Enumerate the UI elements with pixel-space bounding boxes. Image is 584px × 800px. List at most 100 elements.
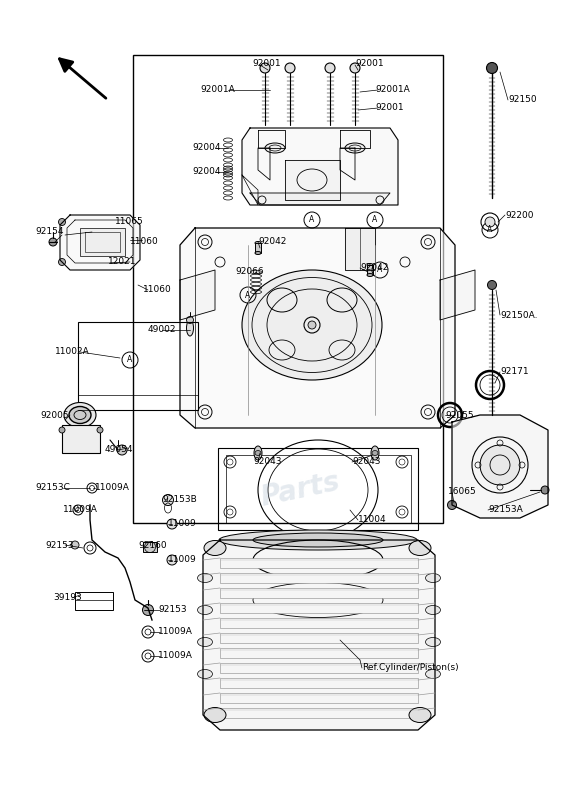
Ellipse shape [367,263,373,266]
Ellipse shape [409,707,431,722]
Circle shape [260,63,270,73]
Bar [220,678,418,688]
Text: 92042: 92042 [360,263,388,273]
Circle shape [59,427,65,433]
Bar [226,455,411,523]
Text: 11009A: 11009A [95,483,130,493]
Text: A: A [310,215,315,225]
Text: 11009: 11009 [168,519,197,529]
Text: 49002: 49002 [148,326,176,334]
Text: A: A [488,226,493,234]
Circle shape [447,501,457,510]
Text: 11004: 11004 [358,515,387,525]
Text: 11060: 11060 [143,286,172,294]
Circle shape [58,258,65,266]
Text: 92004: 92004 [192,143,221,153]
Text: 92153C: 92153C [35,483,70,493]
Text: 92153A: 92153A [488,506,523,514]
Bar [133,55,443,523]
Circle shape [49,238,57,246]
Circle shape [480,445,520,485]
Ellipse shape [426,606,440,614]
Text: 39193: 39193 [53,594,82,602]
Text: 92001A: 92001A [200,86,235,94]
Bar [220,558,418,568]
Circle shape [117,445,127,455]
Text: A: A [373,215,378,225]
Ellipse shape [69,406,91,423]
Circle shape [58,218,65,226]
Circle shape [325,63,335,73]
Polygon shape [285,160,340,200]
Text: 11009A: 11009A [158,651,193,661]
Circle shape [162,494,173,506]
Ellipse shape [345,143,365,153]
Polygon shape [250,193,390,205]
Text: A: A [127,355,133,365]
Text: 92001: 92001 [252,58,281,67]
Circle shape [285,63,295,73]
Text: 92055: 92055 [445,410,474,419]
Bar [62,425,100,453]
Circle shape [167,555,177,565]
Text: 11065: 11065 [115,218,144,226]
Text: 92154: 92154 [35,227,64,237]
Ellipse shape [426,574,440,582]
Polygon shape [180,228,455,428]
Bar [75,592,113,610]
Bar [367,265,373,275]
Circle shape [488,281,496,290]
Ellipse shape [372,450,378,455]
Text: 11009A: 11009A [158,627,193,637]
Text: 92066: 92066 [235,267,263,277]
Polygon shape [452,415,548,518]
Ellipse shape [204,541,226,555]
Text: 92005: 92005 [40,410,69,419]
Ellipse shape [265,143,285,153]
Circle shape [167,519,177,529]
Bar [220,663,418,673]
Text: 92150: 92150 [508,95,537,105]
Ellipse shape [255,251,261,254]
Ellipse shape [426,638,440,646]
Circle shape [308,321,316,329]
Bar [220,603,418,613]
Text: 11060: 11060 [130,238,159,246]
Ellipse shape [367,274,373,277]
Bar [218,448,418,530]
Bar [143,542,157,552]
Bar [220,618,418,628]
Bar [220,708,418,718]
Text: 49054: 49054 [105,446,134,454]
Bar [78,322,198,410]
Text: 92004: 92004 [192,167,221,177]
Polygon shape [203,540,435,730]
Ellipse shape [197,638,213,646]
Ellipse shape [64,402,96,427]
Circle shape [97,427,103,433]
Polygon shape [180,270,215,320]
Text: 92153: 92153 [158,606,187,614]
Text: 92153: 92153 [45,541,74,550]
Ellipse shape [409,541,431,555]
Text: 11009A: 11009A [63,506,98,514]
Bar [255,243,261,253]
Circle shape [186,317,193,323]
Bar [220,573,418,583]
Text: 92043: 92043 [352,458,381,466]
Bar [220,648,418,658]
Text: 92043: 92043 [253,458,281,466]
Text: Parts: Parts [258,468,342,512]
Ellipse shape [197,670,213,678]
Polygon shape [440,270,475,320]
Text: 92200: 92200 [505,210,534,219]
Text: Ref.Cylinder/Piston(s): Ref.Cylinder/Piston(s) [362,663,458,673]
Text: 92171: 92171 [500,367,529,377]
Text: 92001A: 92001A [375,86,410,94]
Circle shape [350,63,360,73]
Text: 92042: 92042 [258,238,286,246]
Bar [80,228,125,256]
Bar [220,693,418,703]
Text: 92001: 92001 [375,103,404,113]
Ellipse shape [186,320,193,336]
